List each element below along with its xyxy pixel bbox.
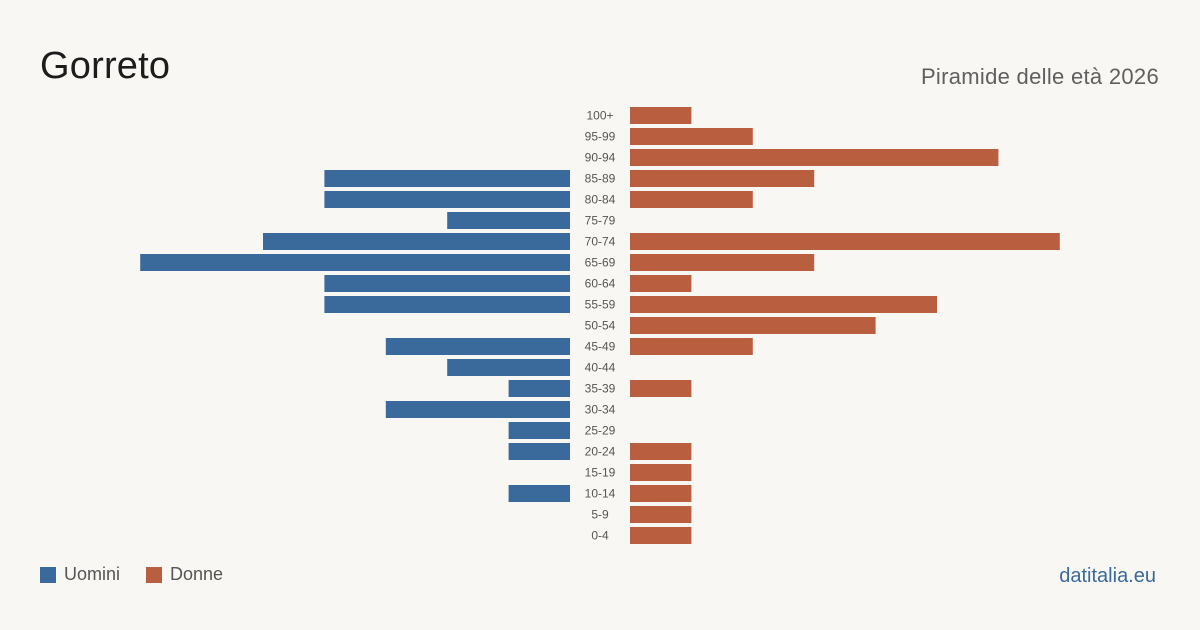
chart-subtitle: Piramide delle età 2026 xyxy=(920,64,1159,89)
bar-male-30-34 xyxy=(385,401,570,418)
legend: Uomini Donne xyxy=(40,564,249,585)
age-label-15-19: 15-19 xyxy=(585,466,616,480)
bar-male-85-89 xyxy=(324,170,570,187)
age-label-45-49: 45-49 xyxy=(585,340,616,354)
bar-female-0-4 xyxy=(630,527,692,544)
bar-male-70-74 xyxy=(263,233,570,250)
bar-male-10-14 xyxy=(508,485,570,502)
legend-swatch-male xyxy=(40,566,56,583)
age-label-80-84: 80-84 xyxy=(585,193,616,207)
legend-swatch-female xyxy=(146,566,163,583)
legend-item-female: Donne xyxy=(146,564,223,585)
chart-title: Gorreto xyxy=(40,45,171,87)
age-label-30-34: 30-34 xyxy=(585,403,616,417)
bar-female-60-64 xyxy=(630,275,692,292)
age-label-25-29: 25-29 xyxy=(585,424,616,438)
legend-label-female: Donne xyxy=(170,564,224,584)
bar-female-100+ xyxy=(630,107,692,124)
bar-female-65-69 xyxy=(630,254,815,271)
bar-male-65-69 xyxy=(140,254,570,271)
age-label-35-39: 35-39 xyxy=(585,382,616,396)
bar-male-35-39 xyxy=(508,380,570,397)
bar-male-80-84 xyxy=(324,191,570,208)
age-label-65-69: 65-69 xyxy=(585,256,616,270)
age-label-90-94: 90-94 xyxy=(585,151,616,165)
age-label-85-89: 85-89 xyxy=(585,172,616,186)
legend-item-male: Uomini xyxy=(40,564,120,585)
bar-female-85-89 xyxy=(630,170,815,187)
age-label-95-99: 95-99 xyxy=(585,130,616,144)
bar-female-90-94 xyxy=(630,149,999,166)
bar-female-5-9 xyxy=(630,506,692,523)
bar-female-20-24 xyxy=(630,443,692,460)
age-label-70-74: 70-74 xyxy=(585,235,616,249)
bar-female-10-14 xyxy=(630,485,692,502)
source-link[interactable]: datitalia.eu xyxy=(1059,565,1156,587)
bar-male-20-24 xyxy=(508,443,570,460)
age-label-60-64: 60-64 xyxy=(585,277,616,291)
bar-female-95-99 xyxy=(630,128,753,145)
bar-female-45-49 xyxy=(630,338,753,355)
legend-label-male: Uomini xyxy=(64,564,121,584)
bar-male-45-49 xyxy=(385,338,570,355)
age-label-0-4: 0-4 xyxy=(591,529,609,543)
bar-female-15-19 xyxy=(630,464,692,481)
age-label-5-9: 5-9 xyxy=(591,508,609,522)
age-label-55-59: 55-59 xyxy=(585,298,616,312)
age-label-100+: 100+ xyxy=(586,109,613,123)
bar-male-25-29 xyxy=(508,422,570,439)
age-label-40-44: 40-44 xyxy=(585,361,616,375)
bar-male-40-44 xyxy=(447,359,570,376)
age-label-75-79: 75-79 xyxy=(585,214,616,228)
bar-female-35-39 xyxy=(630,380,692,397)
bar-female-50-54 xyxy=(630,317,876,334)
bar-male-75-79 xyxy=(447,212,570,229)
age-label-50-54: 50-54 xyxy=(585,319,616,333)
bar-male-55-59 xyxy=(324,296,570,313)
age-label-10-14: 10-14 xyxy=(585,487,616,501)
bar-female-70-74 xyxy=(630,233,1060,250)
age-label-20-24: 20-24 xyxy=(585,445,616,459)
bar-female-80-84 xyxy=(630,191,753,208)
bar-female-55-59 xyxy=(630,296,937,313)
bar-male-60-64 xyxy=(324,275,570,292)
